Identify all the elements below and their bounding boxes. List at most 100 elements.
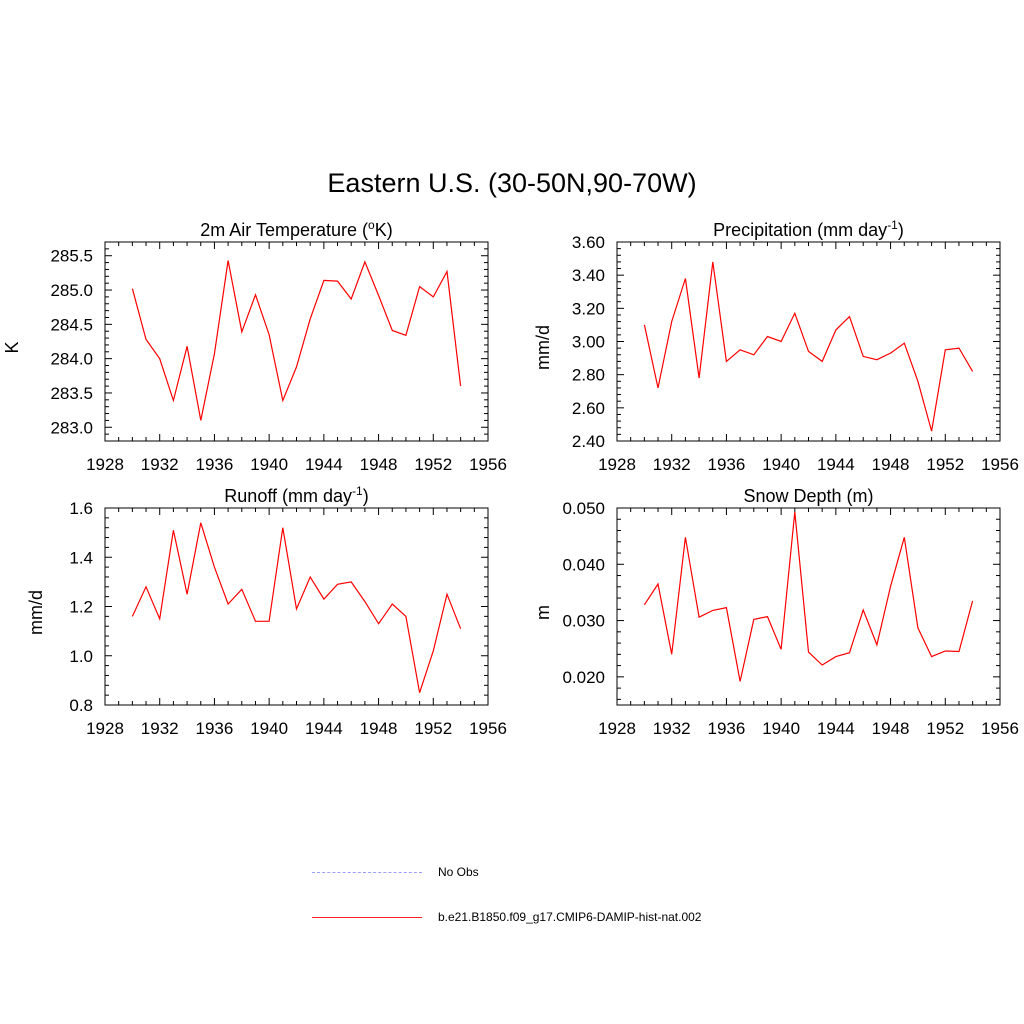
data-point xyxy=(740,681,741,682)
chart-panel-4: 1928 1932 1936 1940 1944 1948 1952 1956 0.020 0.0… xyxy=(533,486,1019,738)
data-point xyxy=(822,361,823,362)
panel-title-text: Runoff (mm day xyxy=(224,486,352,506)
data-point xyxy=(460,386,461,387)
panel-title: Precipitation (mm day-1) xyxy=(713,218,904,240)
data-point xyxy=(781,341,782,342)
data-point xyxy=(671,321,672,322)
data-point xyxy=(698,617,699,618)
x-tick-label: 1928 xyxy=(86,719,124,738)
legend-label: b.e21.B1850.f09_g17.CMIP6-DAMIP-hist-nat… xyxy=(438,910,702,924)
y-tick-label: 1.4 xyxy=(69,548,93,567)
y-tick-label: 2.40 xyxy=(572,432,605,451)
y-tick-label: 3.60 xyxy=(572,233,605,252)
chart-panel-3: 1928 1932 1936 1940 1944 1948 1952 1956 0.8 1.0 1.… xyxy=(26,484,507,738)
x-tick-label: 1956 xyxy=(981,719,1019,738)
y-tick-label: 283.5 xyxy=(50,384,93,403)
x-tick-label: 1928 xyxy=(598,455,636,474)
x-tick-label: 1940 xyxy=(250,455,288,474)
series-line xyxy=(131,522,462,693)
x-tick-label: 1952 xyxy=(926,455,964,474)
data-point xyxy=(958,651,959,652)
panel-title-superscript: -1 xyxy=(352,484,363,498)
data-point xyxy=(310,576,311,577)
data-point xyxy=(173,530,174,531)
data-point xyxy=(781,649,782,650)
data-point xyxy=(241,589,242,590)
panel-title-text: K) xyxy=(375,220,393,240)
y-tick-label: 1.0 xyxy=(69,647,93,666)
data-point xyxy=(296,366,297,367)
data-point xyxy=(890,353,891,354)
data-point xyxy=(767,616,768,617)
x-tick-label: 1944 xyxy=(305,719,343,738)
x-tick-label: 1956 xyxy=(469,719,507,738)
data-point xyxy=(808,651,809,652)
data-point xyxy=(644,604,645,605)
data-point xyxy=(282,400,283,401)
panel-title: Runoff (mm day-1) xyxy=(224,484,368,506)
x-tick-label: 1936 xyxy=(708,455,746,474)
y-tick-label: 285.0 xyxy=(50,281,93,300)
data-point xyxy=(200,420,201,421)
data-point xyxy=(310,318,311,319)
data-point xyxy=(132,288,133,289)
data-point xyxy=(794,511,795,512)
data-point xyxy=(890,586,891,587)
plot-frame xyxy=(104,241,489,442)
series-line xyxy=(643,511,974,682)
data-point xyxy=(685,537,686,538)
data-point xyxy=(917,381,918,382)
y-tick-label: 2.60 xyxy=(572,399,605,418)
data-point xyxy=(657,583,658,584)
data-point xyxy=(753,354,754,355)
data-point xyxy=(323,280,324,281)
data-point xyxy=(419,692,420,693)
data-point xyxy=(876,359,877,360)
x-tick-label: 1940 xyxy=(762,719,800,738)
panel-title-superscript: o xyxy=(368,218,375,232)
y-tick-label: 0.050 xyxy=(562,499,605,518)
data-point xyxy=(323,599,324,600)
data-point xyxy=(186,346,187,347)
data-point xyxy=(255,621,256,622)
x-tick-label: 1944 xyxy=(305,455,343,474)
data-point xyxy=(740,349,741,350)
data-point xyxy=(269,334,270,335)
data-point xyxy=(863,356,864,357)
y-tick-label: 285.5 xyxy=(50,247,93,266)
data-point xyxy=(228,260,229,261)
data-point xyxy=(712,610,713,611)
plot-frame xyxy=(616,241,1001,442)
data-point xyxy=(159,358,160,359)
data-point xyxy=(753,619,754,620)
data-point xyxy=(433,650,434,651)
panel-title-text: ) xyxy=(363,486,369,506)
x-tick-label: 1940 xyxy=(250,719,288,738)
data-point xyxy=(446,271,447,272)
data-point xyxy=(446,594,447,595)
data-point xyxy=(145,339,146,340)
data-point xyxy=(200,522,201,523)
series-line xyxy=(643,261,974,432)
data-point xyxy=(419,286,420,287)
data-point xyxy=(822,664,823,665)
data-point xyxy=(364,261,365,262)
data-point xyxy=(392,603,393,604)
chart-panel-1: 1928 1932 1936 1940 1944 1948 1952 1956 283.0 283… xyxy=(2,218,507,474)
panel-title-text: ) xyxy=(898,220,904,240)
data-point xyxy=(945,349,946,350)
data-point xyxy=(958,348,959,349)
x-tick-label: 1948 xyxy=(360,719,398,738)
data-point xyxy=(972,600,973,601)
data-point xyxy=(214,567,215,568)
y-axis-label: m xyxy=(533,605,553,620)
legend-item-model: b.e21.B1850.f09_g17.CMIP6-DAMIP-hist-nat… xyxy=(312,905,732,925)
data-point xyxy=(849,316,850,317)
data-point xyxy=(904,537,905,538)
x-tick-label: 1952 xyxy=(414,719,452,738)
data-point xyxy=(214,353,215,354)
x-tick-label: 1932 xyxy=(653,455,691,474)
data-point xyxy=(186,594,187,595)
x-tick-label: 1952 xyxy=(414,455,452,474)
